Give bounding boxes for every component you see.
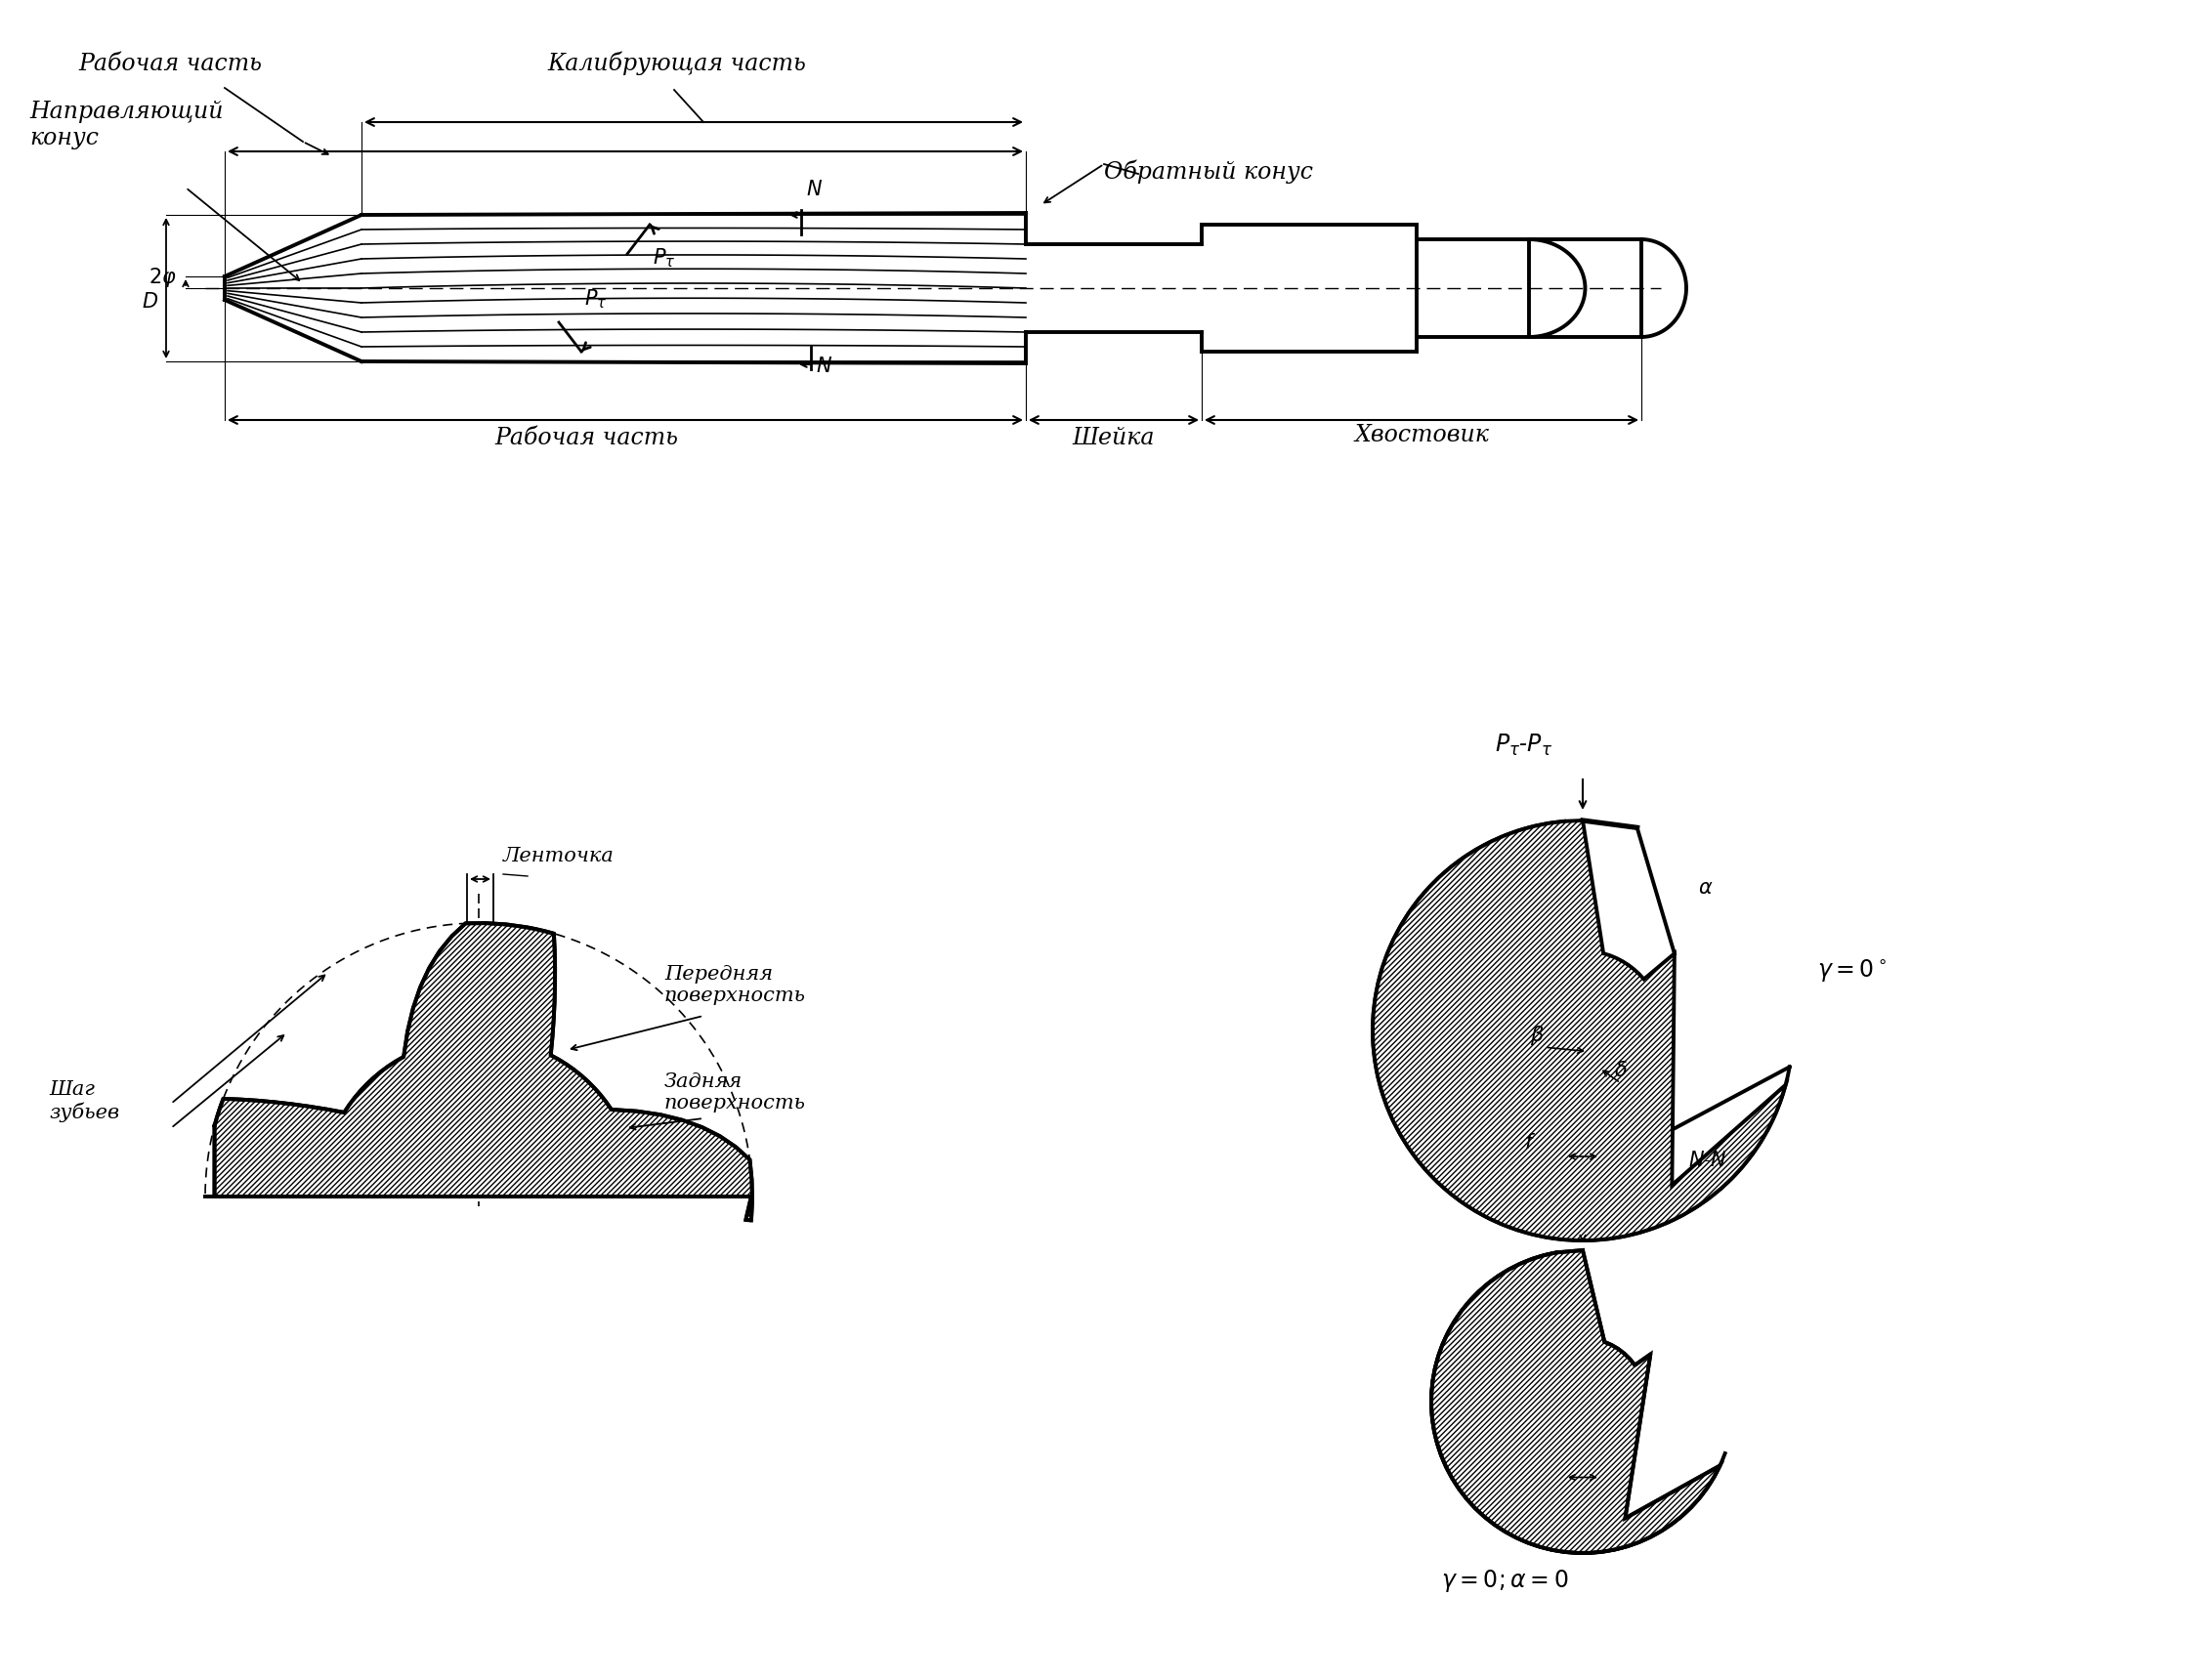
Text: $\beta$: $\beta$ — [1530, 1023, 1546, 1047]
Text: $\gamma = 0; \alpha = 0$: $\gamma = 0; \alpha = 0$ — [1442, 1567, 1568, 1594]
Text: $P_{\tau}$-$P_{\tau}$: $P_{\tau}$-$P_{\tau}$ — [1495, 732, 1552, 758]
Text: Направляющий
конус: Направляющий конус — [29, 101, 223, 150]
Text: $f$: $f$ — [1524, 1132, 1535, 1152]
Text: Шаг
зубьев: Шаг зубьев — [49, 1080, 119, 1122]
Text: Рабочая часть: Рабочая часть — [495, 427, 678, 449]
Text: $N$: $N$ — [806, 180, 824, 200]
Text: $P_{\tau}$: $P_{\tau}$ — [585, 287, 607, 311]
Text: $\delta$: $\delta$ — [1614, 1062, 1627, 1080]
Text: Хвостовик: Хвостовик — [1354, 423, 1488, 447]
Text: $N$-$N$: $N$-$N$ — [1687, 1151, 1727, 1171]
Text: Обратный конус: Обратный конус — [1104, 160, 1314, 183]
Polygon shape — [1373, 820, 1786, 1240]
Text: $\alpha$: $\alpha$ — [1698, 879, 1713, 897]
Text: Рабочая часть: Рабочая часть — [77, 52, 263, 76]
Text: $N$: $N$ — [815, 356, 832, 376]
Text: $\gamma = 0^\circ$: $\gamma = 0^\circ$ — [1817, 958, 1888, 984]
Text: $P_{\tau}$: $P_{\tau}$ — [654, 247, 676, 269]
Text: Передняя
поверхность: Передняя поверхность — [665, 964, 806, 1005]
Text: $D$: $D$ — [141, 292, 159, 311]
Text: $2\varphi$: $2\varphi$ — [148, 265, 177, 289]
Polygon shape — [214, 922, 753, 1220]
Text: Ленточка: Ленточка — [503, 847, 614, 865]
Polygon shape — [1431, 1250, 1720, 1552]
Text: Шейка: Шейка — [1073, 427, 1155, 449]
Text: Калибрующая часть: Калибрующая часть — [548, 52, 806, 76]
Text: Задняя
поверхность: Задняя поверхность — [665, 1072, 806, 1112]
